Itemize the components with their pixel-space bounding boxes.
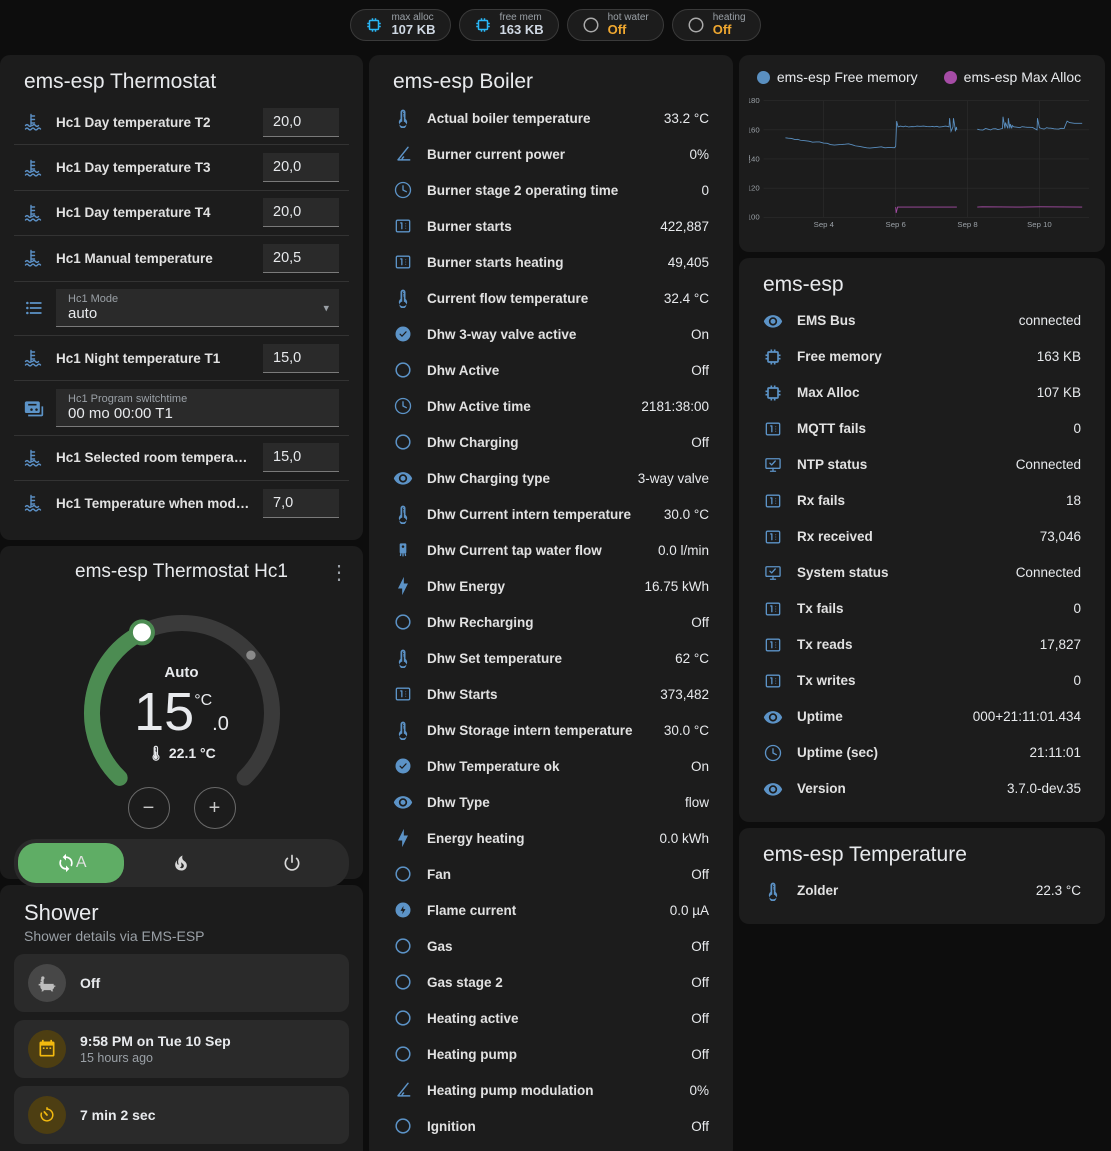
svg-text:160: 160 xyxy=(749,125,760,134)
svg-text:120: 120 xyxy=(749,184,760,193)
svg-text:Sep 8: Sep 8 xyxy=(957,220,977,229)
svg-text:Sep 4: Sep 4 xyxy=(814,220,835,229)
svg-text:100: 100 xyxy=(749,213,760,222)
svg-text:Sep 10: Sep 10 xyxy=(1027,220,1052,229)
svg-text:180: 180 xyxy=(749,96,760,105)
svg-text:KB: KB xyxy=(749,154,752,164)
svg-text:Sep 6: Sep 6 xyxy=(886,220,906,229)
